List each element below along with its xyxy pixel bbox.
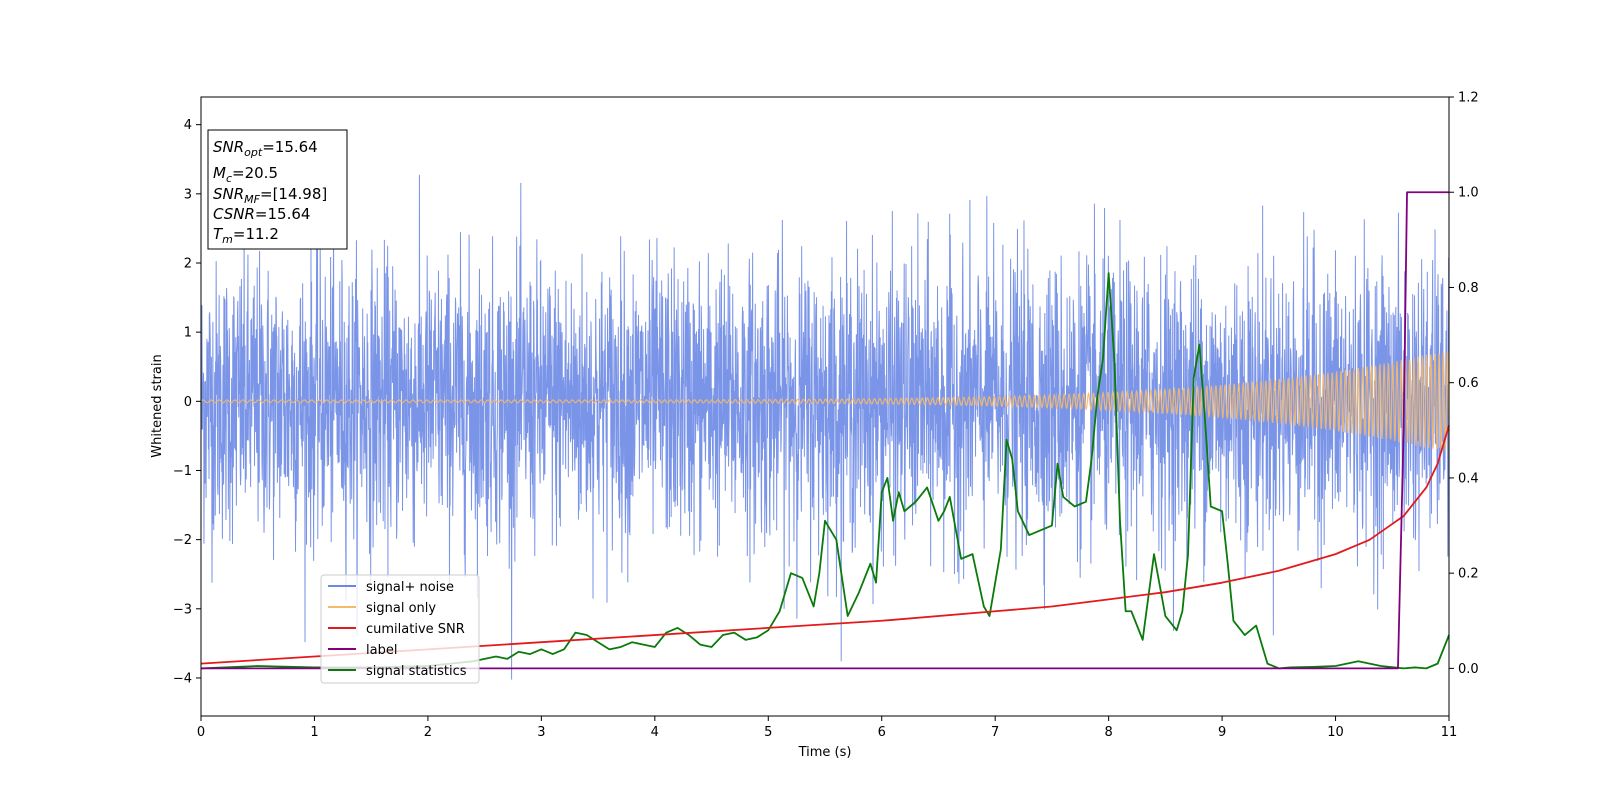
legend-item-signal-noise: signal+ noise [328,580,454,595]
x-tick-label: 7 [991,725,999,740]
svg-text:signal+ noise: signal+ noise [366,580,454,595]
info-snr-mf: SNRMF=[14.98] [213,185,327,206]
y-tick-label: 4 [184,118,192,133]
y2-tick-label: 0.4 [1458,471,1479,486]
x-axis: 0 1 2 3 4 5 6 7 8 9 10 11 [197,716,1457,740]
legend-item-label: label [328,643,397,658]
y-tick-label: −4 [173,671,192,686]
svg-text:signal statistics: signal statistics [366,664,467,679]
y-tick-label: 2 [184,256,192,271]
plot-frame [200,96,1450,717]
y2-tick-label: 0.0 [1458,662,1479,677]
x-tick-label: 11 [1441,725,1458,740]
info-tm: Tm=11.2 [213,225,279,246]
signal-only-series [200,351,1450,452]
signal-noise-line [200,174,1450,680]
svg-text:label: label [366,643,397,658]
info-mc: Mc=20.5 [213,164,278,185]
signal-statistics-line [200,272,1450,670]
info-snr-opt: SNRopt=15.64 [213,138,318,159]
x-tick-label: 4 [651,725,659,740]
y-tick-label: −3 [173,602,192,617]
label-series [201,191,1449,670]
x-tick-label: 8 [1104,725,1112,740]
x-axis-label: Time (s) [798,745,852,760]
y-tick-label: 1 [184,326,192,341]
y2-tick-label: 0.2 [1458,567,1479,582]
x-tick-label: 1 [310,725,318,740]
info-box: SNRopt=15.64 Mc=20.5 SNRMF=[14.98] CSNR=… [207,129,348,250]
x-tick-label: 2 [424,725,432,740]
x-tick-label: 10 [1327,725,1344,740]
info-csnr: CSNR=15.64 [213,205,310,223]
cumulative-snr-line [200,425,1450,665]
x-tick-label: 9 [1218,725,1226,740]
y2-tick-label: 0.6 [1458,376,1479,391]
svg-text:cumilative SNR: cumilative SNR [366,622,465,637]
signal-noise-series [200,174,1450,680]
x-tick-label: 3 [537,725,545,740]
y2-tick-label: 1.2 [1458,91,1479,106]
label-line [201,191,1449,670]
legend-item-cumulative-snr: cumilative SNR [328,622,465,637]
y-tick-label: −2 [173,533,192,548]
signal-only-line [200,351,1450,452]
y2-tick-label: 0.8 [1458,281,1479,296]
signal-statistics-series [200,272,1450,670]
plot-area [200,174,1450,680]
legend-item-signal-only: signal only [328,601,436,616]
y-axis-left: −4 −3 −2 −1 0 1 2 3 4 [173,118,201,686]
legend-item-signal-statistics: signal statistics [328,664,467,679]
x-tick-label: 6 [878,725,886,740]
y-axis-label: Whitened strain [150,354,165,457]
y-tick-label: 3 [184,187,192,202]
x-tick-label: 0 [197,725,205,740]
x-tick-label: 5 [764,725,772,740]
y-axis-right: 0.0 0.2 0.4 0.6 0.8 1.0 1.2 [1449,91,1479,677]
y-tick-label: −1 [173,464,192,479]
legend: signal+ noise signal only cumilative SNR… [320,574,480,684]
y2-tick-label: 1.0 [1458,186,1479,201]
cumulative-snr-series [200,425,1450,665]
svg-text:signal only: signal only [366,601,436,616]
y-tick-label: 0 [184,395,192,410]
